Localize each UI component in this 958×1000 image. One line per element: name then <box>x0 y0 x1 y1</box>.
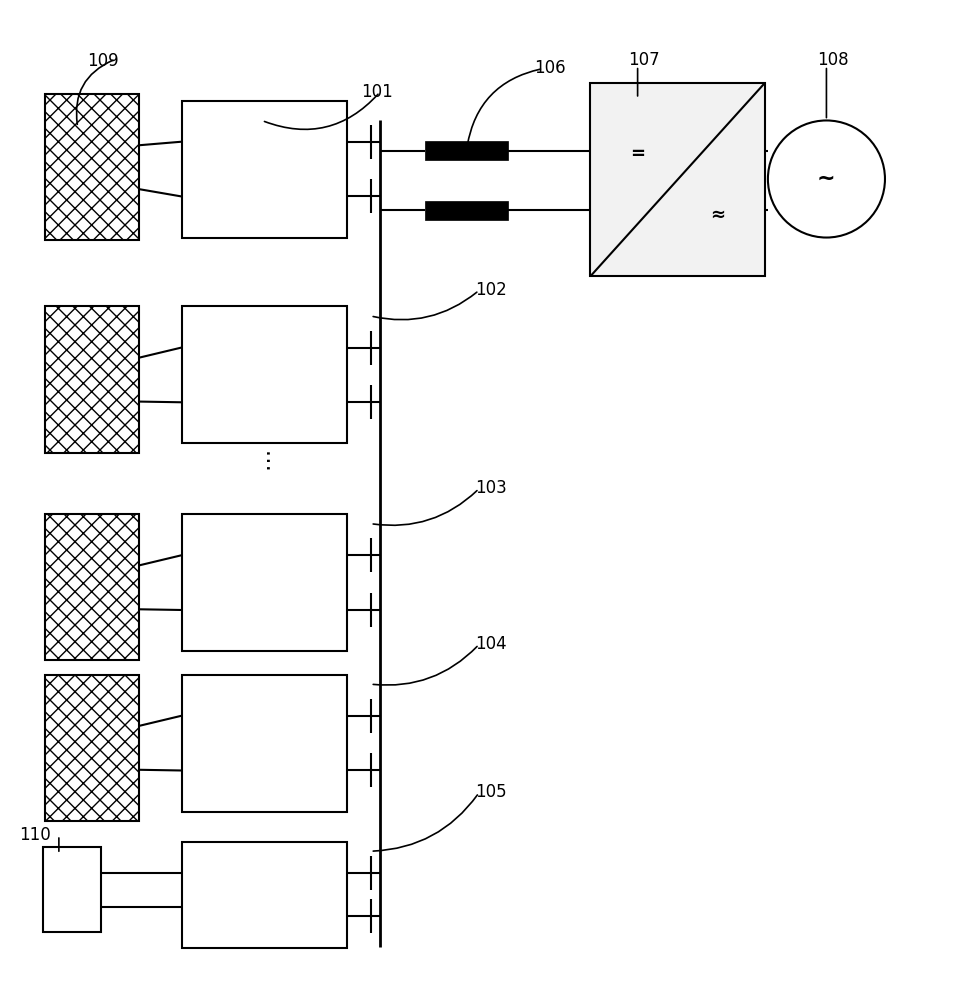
Text: 102: 102 <box>475 281 507 299</box>
FancyBboxPatch shape <box>45 675 139 821</box>
FancyBboxPatch shape <box>182 514 347 651</box>
FancyBboxPatch shape <box>45 94 139 240</box>
FancyBboxPatch shape <box>182 101 347 238</box>
Text: ⋯: ⋯ <box>257 446 277 469</box>
Text: ~: ~ <box>817 169 835 189</box>
FancyBboxPatch shape <box>45 306 139 453</box>
FancyBboxPatch shape <box>45 514 139 660</box>
FancyBboxPatch shape <box>182 306 347 443</box>
Text: 108: 108 <box>817 51 849 69</box>
Text: ≈: ≈ <box>710 205 725 223</box>
Text: 103: 103 <box>475 479 507 497</box>
Text: 107: 107 <box>628 51 660 69</box>
FancyBboxPatch shape <box>182 842 347 948</box>
Text: 110: 110 <box>19 826 51 844</box>
Text: 104: 104 <box>475 635 507 653</box>
FancyBboxPatch shape <box>590 83 765 276</box>
Text: 105: 105 <box>475 783 507 801</box>
Text: 101: 101 <box>361 83 393 101</box>
FancyBboxPatch shape <box>43 847 102 932</box>
Text: =: = <box>630 145 645 163</box>
FancyBboxPatch shape <box>182 675 347 812</box>
FancyBboxPatch shape <box>425 141 509 160</box>
FancyBboxPatch shape <box>425 201 509 220</box>
Text: 106: 106 <box>534 59 565 77</box>
Text: 109: 109 <box>87 52 119 70</box>
